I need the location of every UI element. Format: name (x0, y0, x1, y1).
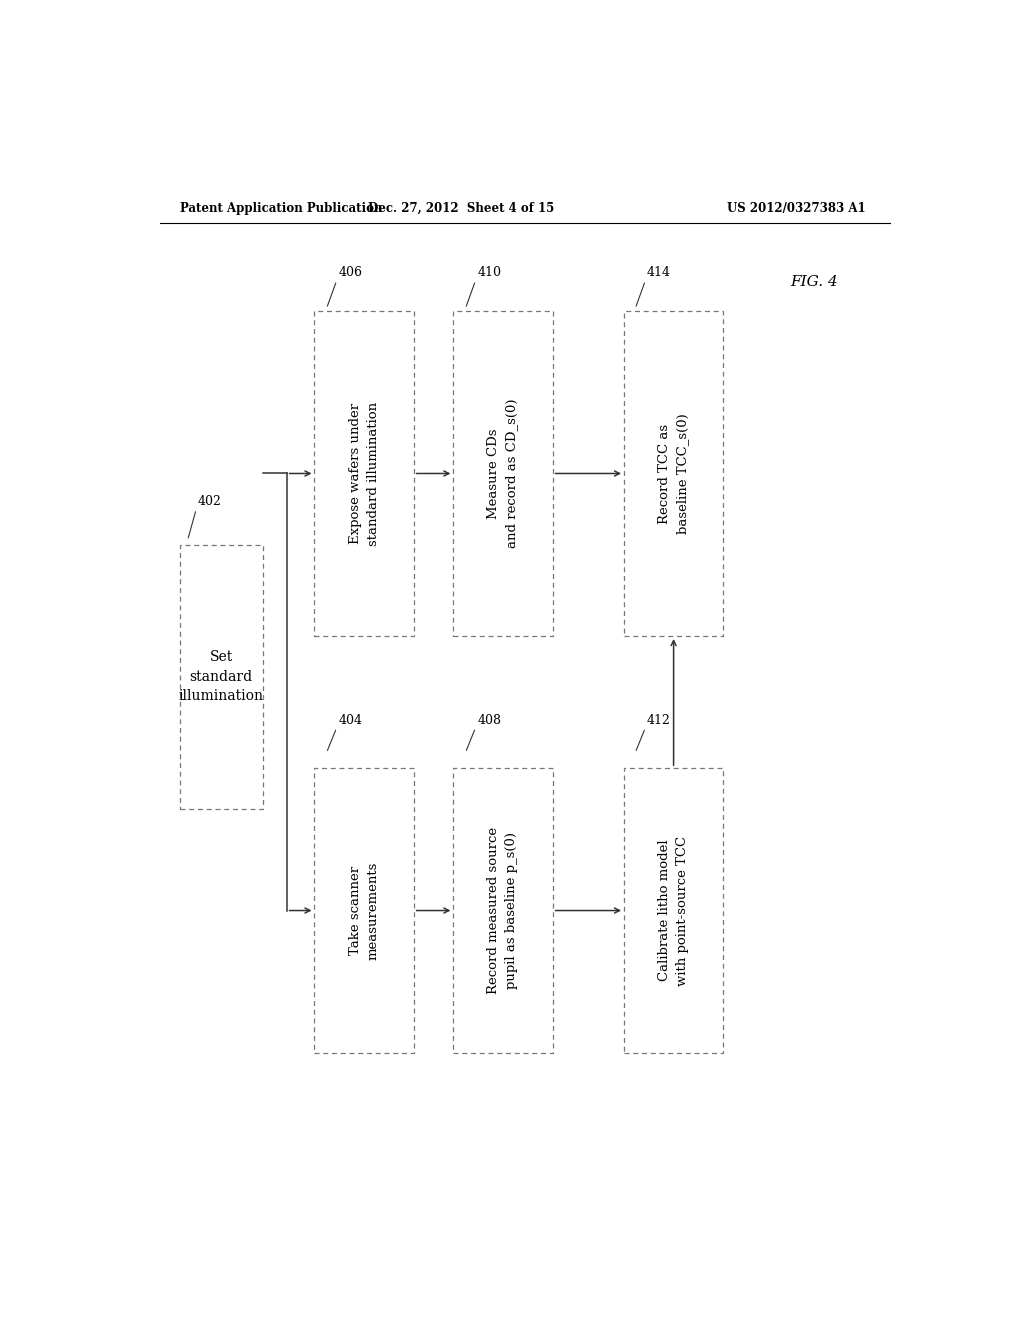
Text: 406: 406 (338, 267, 362, 280)
Bar (314, 310, 414, 636)
Text: 414: 414 (647, 267, 671, 280)
Bar (179, 545, 263, 809)
Text: US 2012/0327383 A1: US 2012/0327383 A1 (727, 202, 866, 215)
Text: Dec. 27, 2012  Sheet 4 of 15: Dec. 27, 2012 Sheet 4 of 15 (369, 202, 554, 215)
Bar (624, 310, 723, 636)
Text: Take scanner
measurements: Take scanner measurements (348, 862, 380, 960)
Text: Calibrate litho model
with point-source TCC: Calibrate litho model with point-source … (658, 836, 689, 986)
Text: 412: 412 (647, 714, 671, 726)
Text: Measure CDs
and record as CD_s(0): Measure CDs and record as CD_s(0) (487, 399, 518, 548)
Text: 404: 404 (338, 714, 362, 726)
Text: Record measured source
pupil as baseline p_s(0): Record measured source pupil as baseline… (487, 826, 518, 994)
Text: Expose wafers under
standard illumination: Expose wafers under standard illuminatio… (348, 401, 380, 545)
Text: 408: 408 (477, 714, 501, 726)
Text: Record TCC as
baseline TCC_s(0): Record TCC as baseline TCC_s(0) (658, 413, 689, 533)
Text: Set
standard
illumination: Set standard illumination (179, 651, 264, 704)
Bar (314, 768, 414, 1053)
Text: Patent Application Publication: Patent Application Publication (179, 202, 382, 215)
Bar (454, 768, 553, 1053)
Bar (624, 768, 723, 1053)
Text: FIG. 4: FIG. 4 (791, 276, 839, 289)
Text: 410: 410 (477, 267, 501, 280)
Text: 402: 402 (198, 495, 222, 508)
Bar (454, 310, 553, 636)
